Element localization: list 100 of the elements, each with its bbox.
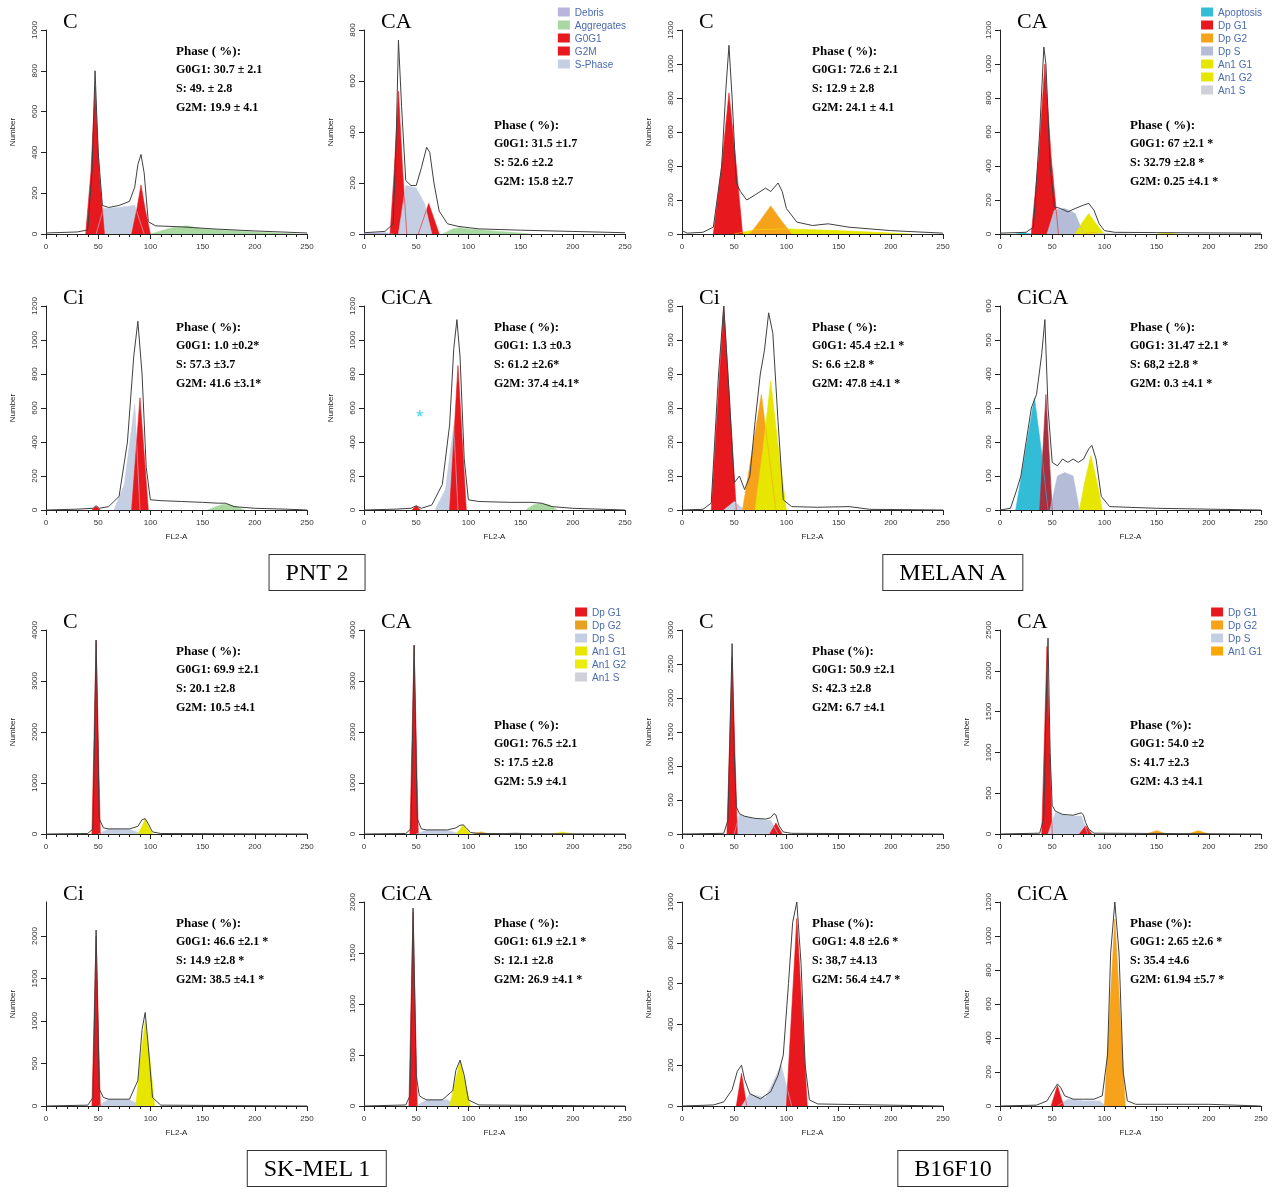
y-tick-label: 600 — [29, 400, 39, 415]
annotation: G0G1: 4.8 ±2.6 * — [812, 934, 899, 948]
y-tick-label: 1500 — [983, 702, 993, 721]
x-tick-label: 150 — [831, 841, 846, 851]
x-tick-label: 100 — [461, 241, 476, 251]
y-tick-label: 1200 — [983, 892, 993, 911]
annotation: Phase ( %): — [812, 43, 877, 58]
annotation: G2M: 26.9 ±4.1 * — [494, 972, 583, 986]
x-tick-label: 100 — [1097, 1113, 1112, 1123]
y-tick-label: 200 — [29, 468, 39, 483]
x-tick-label: 50 — [1047, 1113, 1058, 1123]
x-tick-label: 150 — [195, 841, 210, 851]
annotation: Phase ( %): — [494, 117, 559, 132]
annotation: S: 61.2 ±2.6* — [494, 357, 560, 371]
annotation: S: 17.5 ±2.8 — [494, 755, 554, 769]
x-tick-label: 200 — [248, 841, 263, 851]
y-tick-label: 200 — [29, 185, 39, 200]
x-axis-title: FL2-A — [1119, 1127, 1143, 1137]
x-tick-label: 250 — [1254, 1113, 1269, 1123]
chart-title: CA — [1017, 7, 1048, 33]
y-tick-label: 1000 — [347, 330, 357, 349]
y-tick-label: 0 — [347, 507, 357, 513]
annotation: G0G1: 50.9 ±2.1 — [812, 662, 896, 676]
y-tick-label: 800 — [29, 366, 39, 381]
y-tick-label: 200 — [347, 468, 357, 483]
x-tick-label: 250 — [936, 1113, 951, 1123]
y-tick-label: 1200 — [29, 296, 39, 315]
y-tick-label: 400 — [665, 366, 675, 381]
y-tick-label: 600 — [665, 124, 675, 139]
y-tick-label: 1500 — [665, 722, 675, 741]
y-tick-label: 1000 — [665, 756, 675, 775]
chart-title: C — [63, 607, 78, 633]
y-tick-label: 0 — [665, 507, 675, 513]
y-tick-label: 400 — [665, 158, 675, 173]
x-tick-label: 150 — [195, 1113, 210, 1123]
x-tick-label: 100 — [779, 241, 794, 251]
x-tick-label: 50 — [411, 241, 422, 251]
x-tick-label: 250 — [300, 517, 315, 527]
legend-label: G2M — [574, 45, 597, 57]
x-tick-label: 200 — [248, 241, 263, 251]
x-tick-label: 150 — [195, 517, 210, 527]
x-axis-title: FL2-A — [483, 1127, 507, 1137]
annotation: G2M: 37.4 ±4.1* — [494, 376, 580, 390]
legend-label: Dp G2 — [1228, 619, 1258, 631]
text: PNT 2 — [268, 554, 366, 591]
x-tick-label: 150 — [195, 241, 210, 251]
x-tick-label: 0 — [43, 1113, 49, 1123]
x-tick-label: 0 — [361, 241, 367, 251]
x-tick-label: 150 — [513, 1113, 528, 1123]
annotation: Phase (%): — [1130, 915, 1192, 930]
y-tick-label: 400 — [29, 145, 39, 160]
x-tick-label: 100 — [461, 517, 476, 527]
x-tick-label: 250 — [1254, 841, 1269, 851]
x-axis-title: FL2-A — [165, 531, 189, 541]
x-tick-label: 250 — [936, 517, 951, 527]
annotation: Phase ( %): — [812, 319, 877, 334]
annotation: G2M: 24.1 ± 4.1 — [812, 100, 895, 114]
annotation: S: 12.9 ± 2.8 — [812, 81, 875, 95]
annotation: Phase ( %): — [494, 915, 559, 930]
y-tick-label: 100 — [983, 468, 993, 483]
legend-label: An1 S — [1218, 84, 1246, 96]
y-axis-title: Number — [961, 989, 971, 1019]
legend-label: Dp S — [1218, 45, 1241, 57]
x-tick-label: 200 — [1202, 1113, 1217, 1123]
legend-label: Dp G2 — [592, 619, 622, 631]
x-tick-label: 0 — [679, 517, 685, 527]
y-tick-label: 300 — [665, 400, 675, 415]
annotation: Phase (%): — [812, 915, 874, 930]
x-tick-label: 50 — [1047, 841, 1058, 851]
y-tick-label: 300 — [983, 400, 993, 415]
y-tick-label: 4000 — [29, 620, 39, 639]
x-tick-label: 0 — [361, 841, 367, 851]
y-tick-label: 0 — [29, 231, 39, 237]
annotation: S: 52.6 ±2.2 — [494, 155, 554, 169]
chart-title: Ci — [699, 879, 720, 905]
x-tick-label: 50 — [1047, 517, 1058, 527]
chart-title: C — [63, 7, 78, 33]
x-tick-label: 150 — [513, 517, 528, 527]
legend-label: S-Phase — [574, 58, 614, 70]
y-tick-label: 1000 — [29, 773, 39, 792]
y-axis-title: Number — [325, 117, 335, 147]
text: B16F10 — [897, 1150, 1009, 1187]
y-tick-label: 200 — [983, 1064, 993, 1079]
x-tick-label: 100 — [143, 517, 158, 527]
y-tick-label: 600 — [347, 400, 357, 415]
legend-label: An1 G1 — [1228, 645, 1263, 657]
x-tick-label: 200 — [1202, 517, 1217, 527]
x-tick-label: 200 — [884, 241, 899, 251]
y-tick-label: 2000 — [665, 688, 675, 707]
x-tick-label: 0 — [679, 841, 685, 851]
y-axis-title: Number — [325, 393, 335, 423]
annotation: G0G1: 30.7 ± 2.1 — [176, 62, 263, 76]
y-tick-label: 600 — [983, 124, 993, 139]
y-tick-label: 0 — [665, 231, 675, 237]
x-tick-label: 150 — [831, 517, 846, 527]
y-axis-title: Number — [7, 117, 17, 147]
y-tick-label: 0 — [983, 831, 993, 837]
annotation: G0G1: 1.0 ±0.2* — [176, 338, 260, 352]
y-tick-label: 1500 — [29, 969, 39, 988]
annotation: G2M: 41.6 ±3.1* — [176, 376, 262, 390]
